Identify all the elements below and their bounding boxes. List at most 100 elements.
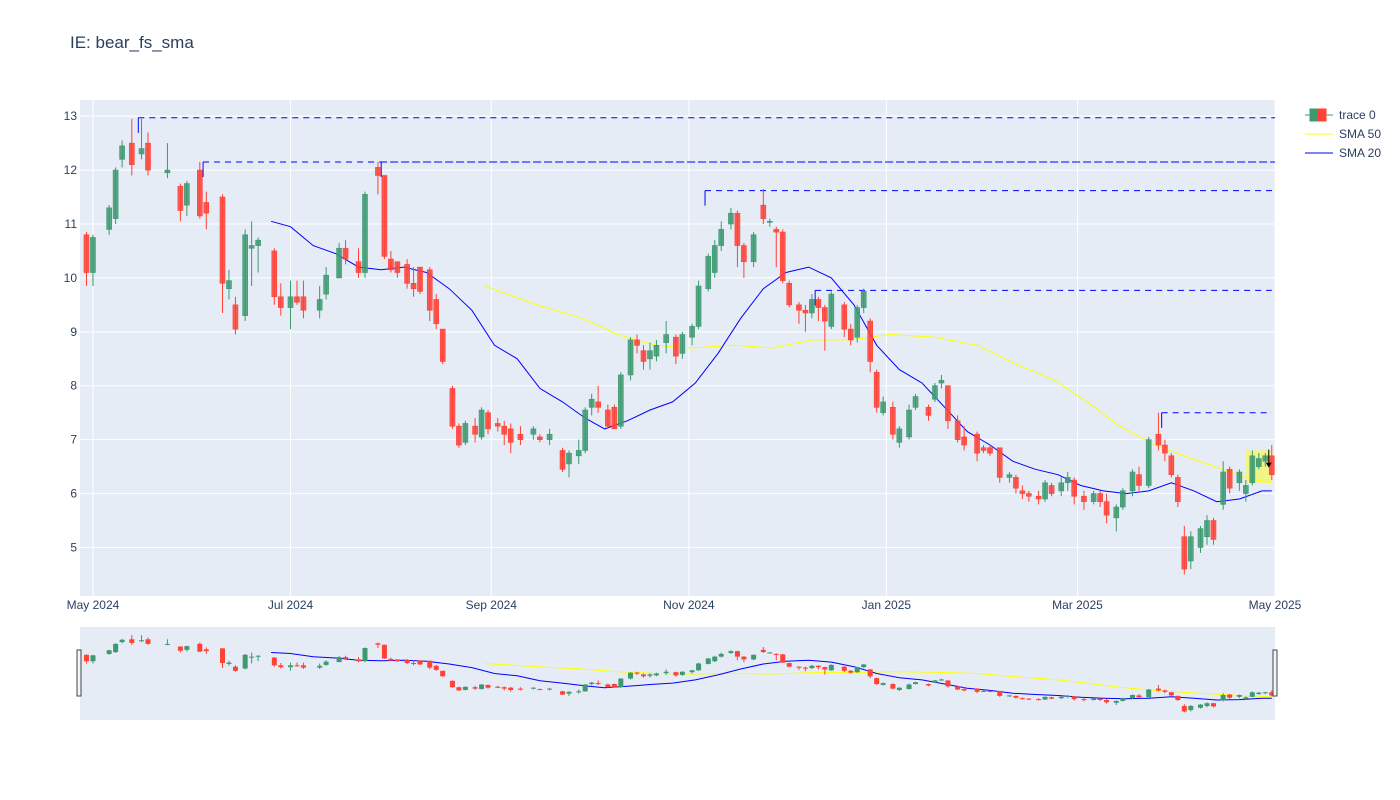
candle: [1243, 480, 1249, 502]
candle: [718, 221, 725, 251]
legend-candle-down: [1317, 108, 1327, 122]
candle-body: [912, 396, 919, 408]
range-candle-body: [1130, 695, 1136, 699]
range-candle: [780, 653, 786, 664]
range-candle: [547, 687, 553, 691]
range-candle: [479, 684, 485, 690]
candle: [1181, 525, 1188, 575]
range-candle: [1236, 694, 1242, 699]
candle: [996, 447, 1003, 483]
candle-body: [255, 239, 261, 246]
candle-body: [1168, 455, 1175, 475]
range-candle-body: [809, 665, 815, 669]
y-tick-label: 10: [64, 271, 78, 285]
candle-body: [559, 450, 566, 470]
candle-body: [627, 339, 634, 376]
range-candle-body: [1188, 705, 1194, 711]
candle-body: [362, 194, 368, 273]
x-axis: May 2024 Jul 2024 Sep 2024 Nov 2024 Jan 2025…: [67, 598, 1302, 612]
candle: [802, 304, 809, 332]
range-candle: [760, 647, 766, 653]
range-candle: [1210, 702, 1216, 708]
range-candle-body: [433, 665, 439, 670]
range-candle: [456, 686, 462, 691]
range-candle-body: [987, 690, 993, 692]
y-tick-label: 6: [70, 487, 77, 501]
candle-body: [1103, 501, 1110, 516]
candle: [323, 267, 329, 300]
range-candle-body: [1113, 700, 1119, 703]
candle: [588, 393, 595, 416]
range-candle: [411, 660, 417, 666]
range-candle-body: [323, 661, 329, 665]
candle-body: [728, 212, 734, 225]
range-candle-body: [767, 652, 773, 654]
range-candle-body: [394, 659, 400, 662]
candle-body: [996, 447, 1003, 478]
range-candle-body: [997, 690, 1003, 696]
range-candle-body: [689, 670, 695, 673]
candle-body: [611, 407, 618, 430]
range-slider-left-handle[interactable]: [76, 649, 82, 697]
candle-body: [1249, 455, 1256, 484]
range-candle: [696, 662, 702, 671]
candle: [478, 407, 485, 440]
range-candle-body: [278, 665, 284, 668]
candle: [595, 385, 601, 413]
range-candle-body: [741, 656, 747, 660]
candle-body: [226, 280, 232, 289]
range-candle: [184, 645, 190, 652]
range-candle: [1269, 690, 1275, 697]
candle-body: [1220, 471, 1226, 505]
candle-body: [640, 350, 647, 362]
y-tick-label: 13: [64, 109, 78, 123]
candle: [381, 175, 388, 260]
range-candle: [773, 653, 779, 661]
range-candle-body: [336, 657, 342, 663]
range-candle-body: [874, 678, 880, 685]
legend-item-sma-20[interactable]: SMA 20: [1305, 146, 1381, 160]
range-candle-body: [1065, 695, 1071, 697]
range-candle-body: [628, 672, 634, 679]
range-slider-right-handle[interactable]: [1272, 649, 1278, 697]
candle: [1006, 472, 1013, 483]
candle: [634, 334, 640, 354]
range-candle: [718, 652, 724, 658]
range-candle-body: [848, 670, 854, 673]
legend[interactable]: trace 0 SMA 50 SMA 20: [1305, 108, 1381, 160]
x-tick-label: Sep 2024: [466, 598, 518, 612]
range-candle-body: [932, 680, 938, 683]
candle-body: [1204, 520, 1210, 537]
candle-body: [494, 423, 501, 427]
candle-body: [507, 428, 514, 443]
candle: [1220, 461, 1226, 510]
candle-body: [1097, 493, 1103, 502]
range-candle-body: [589, 682, 595, 685]
x-tick-label: May 2025: [1249, 598, 1302, 612]
candle: [248, 221, 255, 286]
candle: [90, 234, 96, 286]
range-slider[interactable]: [76, 627, 1278, 720]
candle: [673, 334, 679, 365]
legend-item-sma-50[interactable]: SMA 50: [1305, 127, 1381, 141]
candle: [388, 250, 394, 273]
range-candle: [1220, 693, 1226, 702]
candle-body: [773, 229, 780, 233]
range-candle: [1249, 691, 1255, 698]
legend-item-trace-0[interactable]: trace 0: [1305, 108, 1376, 122]
candle-body: [517, 433, 524, 440]
candle-body: [1071, 479, 1078, 497]
range-candle: [300, 662, 306, 669]
range-candle-body: [219, 648, 225, 664]
candle: [1035, 490, 1042, 505]
range-candle-body: [1162, 690, 1168, 692]
range-candle-body: [796, 666, 802, 668]
x-tick-label: Jan 2025: [862, 598, 912, 612]
y-tick-label: 8: [70, 379, 77, 393]
range-candle-body: [802, 667, 808, 669]
candle: [1013, 474, 1019, 494]
range-candle: [1042, 696, 1048, 701]
candle: [932, 383, 938, 402]
candle-body: [673, 336, 679, 357]
range-candle: [1036, 698, 1042, 701]
